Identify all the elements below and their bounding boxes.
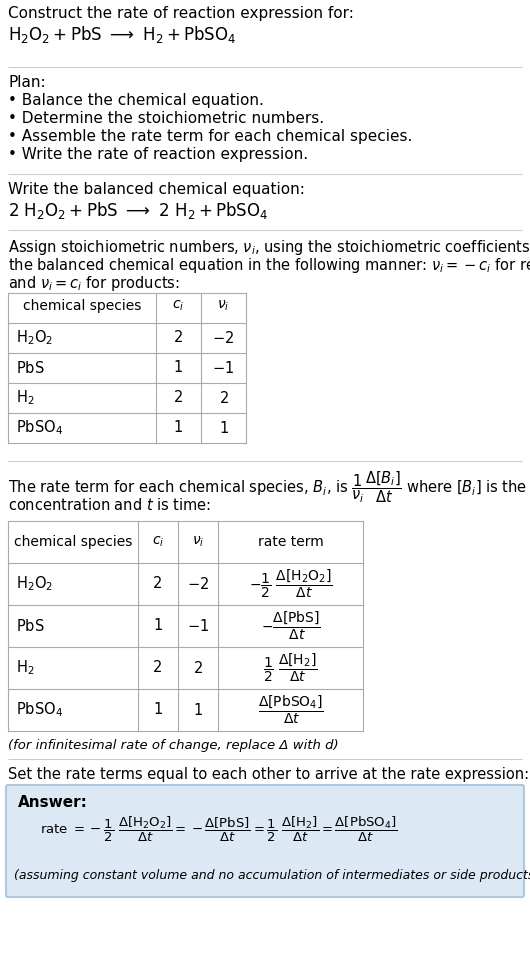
Text: 2: 2 [153, 577, 163, 591]
Text: 1: 1 [153, 619, 163, 633]
Text: $\mathrm{PbSO_4}$: $\mathrm{PbSO_4}$ [16, 419, 63, 437]
Text: $c_i$: $c_i$ [152, 535, 164, 549]
Text: 2: 2 [153, 661, 163, 675]
Text: rate $= -\dfrac{1}{2}\ \dfrac{\Delta[\mathrm{H_2O_2}]}{\Delta t}= -\dfrac{\Delta: rate $= -\dfrac{1}{2}\ \dfrac{\Delta[\ma… [40, 815, 398, 844]
Text: chemical species: chemical species [14, 535, 132, 549]
Text: $\mathrm{H_2O_2}$: $\mathrm{H_2O_2}$ [16, 575, 53, 593]
Text: $2$: $2$ [218, 390, 228, 406]
Text: rate term: rate term [258, 535, 323, 549]
Text: 2: 2 [174, 331, 183, 346]
Text: Write the balanced chemical equation:: Write the balanced chemical equation: [8, 182, 305, 197]
Text: 1: 1 [174, 421, 183, 435]
Text: The rate term for each chemical species, $B_i$, is $\dfrac{1}{\nu_i}\dfrac{\Delt: The rate term for each chemical species,… [8, 469, 530, 505]
Text: $\mathrm{2\ H_2O_2 + PbS\ \longrightarrow\ 2\ H_2 + PbSO_4}$: $\mathrm{2\ H_2O_2 + PbS\ \longrightarro… [8, 200, 268, 221]
Text: chemical species: chemical species [23, 299, 141, 313]
Text: and $\nu_i = c_i$ for products:: and $\nu_i = c_i$ for products: [8, 274, 180, 293]
Text: $2$: $2$ [193, 660, 203, 676]
Text: Set the rate terms equal to each other to arrive at the rate expression:: Set the rate terms equal to each other t… [8, 767, 529, 782]
Text: $\mathrm{H_2O_2}$: $\mathrm{H_2O_2}$ [16, 329, 53, 347]
Text: $\mathrm{PbSO_4}$: $\mathrm{PbSO_4}$ [16, 701, 63, 719]
Text: $-\dfrac{1}{2}\ \dfrac{\Delta[\mathrm{H_2O_2}]}{\Delta t}$: $-\dfrac{1}{2}\ \dfrac{\Delta[\mathrm{H_… [249, 568, 332, 600]
Text: 1: 1 [174, 360, 183, 376]
Text: $\mathrm{H_2}$: $\mathrm{H_2}$ [16, 659, 34, 677]
Text: $-2$: $-2$ [187, 576, 209, 592]
Text: $\mathrm{H_2O_2 + PbS\ \longrightarrow\ H_2 + PbSO_4}$: $\mathrm{H_2O_2 + PbS\ \longrightarrow\ … [8, 24, 236, 45]
Text: • Assemble the rate term for each chemical species.: • Assemble the rate term for each chemic… [8, 129, 412, 144]
Text: $1$: $1$ [193, 702, 203, 718]
Text: (assuming constant volume and no accumulation of intermediates or side products): (assuming constant volume and no accumul… [14, 869, 530, 882]
Text: $\mathrm{H_2}$: $\mathrm{H_2}$ [16, 388, 34, 407]
Text: 2: 2 [174, 390, 183, 405]
Text: • Balance the chemical equation.: • Balance the chemical equation. [8, 93, 264, 108]
Text: Answer:: Answer: [18, 795, 88, 810]
Text: $c_i$: $c_i$ [172, 299, 184, 313]
Text: $-2$: $-2$ [213, 330, 235, 346]
Text: $\dfrac{\Delta[\mathrm{PbSO_4}]}{\Delta t}$: $\dfrac{\Delta[\mathrm{PbSO_4}]}{\Delta … [258, 694, 323, 726]
Text: concentration and $t$ is time:: concentration and $t$ is time: [8, 497, 211, 513]
Text: • Write the rate of reaction expression.: • Write the rate of reaction expression. [8, 147, 308, 162]
Text: $\nu_i$: $\nu_i$ [217, 299, 229, 313]
Text: $-1$: $-1$ [213, 360, 235, 376]
Text: Assign stoichiometric numbers, $\nu_i$, using the stoichiometric coefficients, $: Assign stoichiometric numbers, $\nu_i$, … [8, 238, 530, 257]
FancyBboxPatch shape [6, 785, 524, 897]
Text: (for infinitesimal rate of change, replace Δ with d): (for infinitesimal rate of change, repla… [8, 739, 339, 752]
Text: 1: 1 [153, 703, 163, 717]
Text: the balanced chemical equation in the following manner: $\nu_i = -c_i$ for react: the balanced chemical equation in the fo… [8, 256, 530, 275]
Text: $\mathrm{PbS}$: $\mathrm{PbS}$ [16, 618, 45, 634]
Text: Construct the rate of reaction expression for:: Construct the rate of reaction expressio… [8, 6, 354, 21]
Text: $\nu_i$: $\nu_i$ [192, 535, 204, 549]
Text: Plan:: Plan: [8, 75, 46, 90]
Text: $\dfrac{1}{2}\ \dfrac{\Delta[\mathrm{H_2}]}{\Delta t}$: $\dfrac{1}{2}\ \dfrac{\Delta[\mathrm{H_2… [263, 652, 318, 684]
Text: $\mathrm{PbS}$: $\mathrm{PbS}$ [16, 360, 45, 376]
Text: $-\dfrac{\Delta[\mathrm{PbS}]}{\Delta t}$: $-\dfrac{\Delta[\mathrm{PbS}]}{\Delta t}… [261, 610, 321, 642]
Text: • Determine the stoichiometric numbers.: • Determine the stoichiometric numbers. [8, 111, 324, 126]
Text: $-1$: $-1$ [187, 618, 209, 634]
Text: $1$: $1$ [218, 420, 228, 436]
